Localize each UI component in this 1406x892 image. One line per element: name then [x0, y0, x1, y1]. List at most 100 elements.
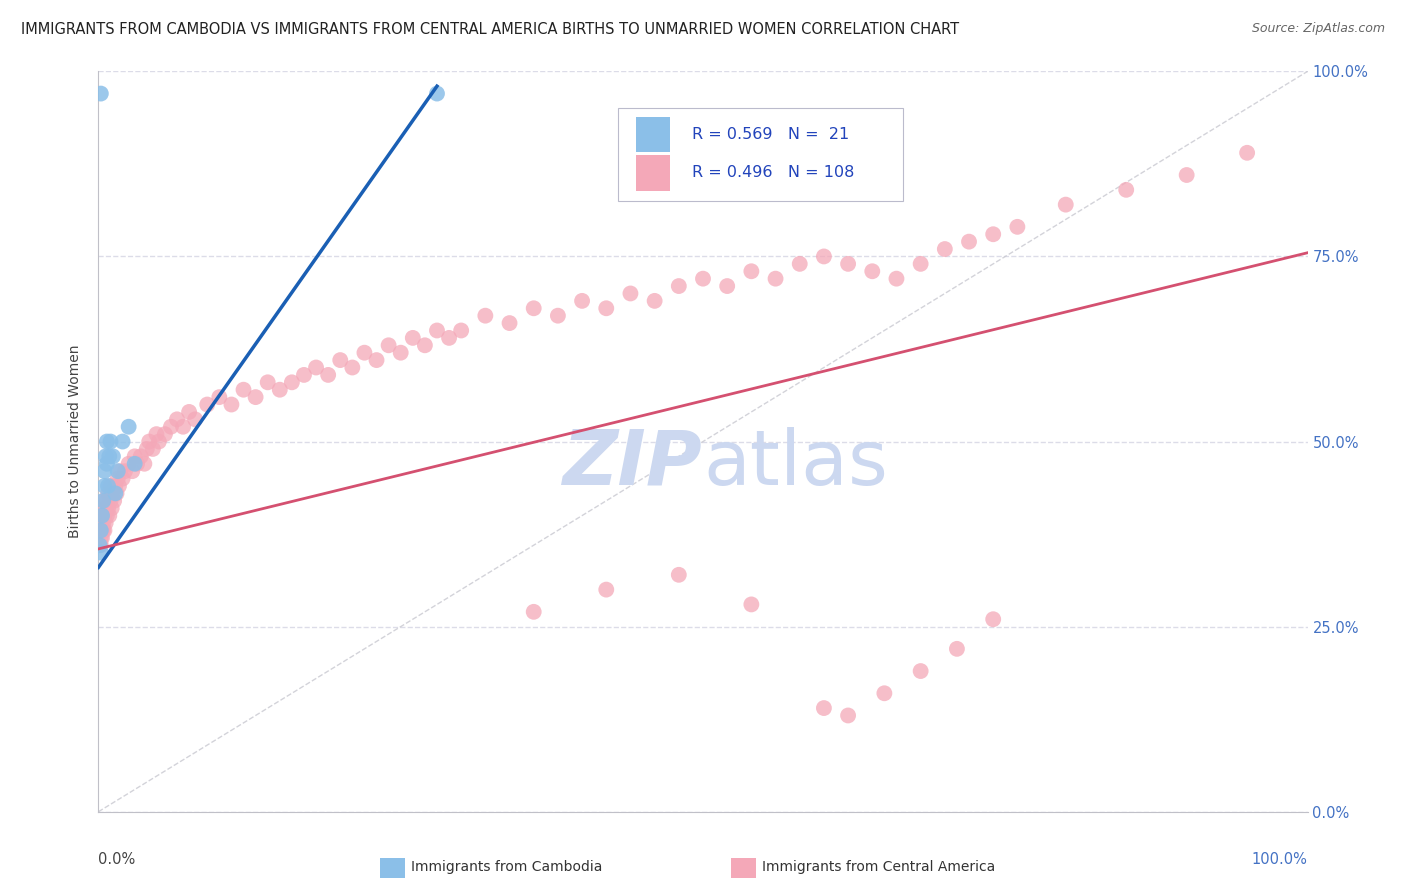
Point: [104, 479, 127, 493]
Point: [107, 464, 129, 478]
Point: [316, 368, 339, 382]
Point: [111, 471, 134, 485]
Point: [437, 331, 460, 345]
Point: [402, 331, 425, 345]
Point: [245, 390, 267, 404]
Point: [740, 264, 762, 278]
FancyBboxPatch shape: [619, 109, 903, 201]
Point: [90, 546, 112, 560]
Point: [292, 368, 315, 382]
Point: [98, 508, 121, 523]
Point: [450, 324, 472, 338]
Point: [127, 457, 149, 471]
Point: [111, 434, 134, 449]
Point: [692, 271, 714, 285]
Point: [96, 434, 118, 449]
Point: [873, 686, 896, 700]
Point: [179, 405, 201, 419]
Point: [547, 309, 569, 323]
Point: [103, 493, 125, 508]
Point: [184, 412, 207, 426]
Point: [98, 450, 121, 464]
Point: [377, 338, 399, 352]
Point: [93, 464, 115, 478]
Point: [498, 316, 520, 330]
Point: [981, 612, 1004, 626]
Point: [118, 457, 141, 471]
Point: [232, 383, 254, 397]
Point: [172, 419, 194, 434]
Point: [571, 293, 593, 308]
Point: [668, 567, 690, 582]
Point: [981, 227, 1004, 242]
Point: [221, 398, 243, 412]
Point: [716, 279, 738, 293]
Point: [765, 271, 787, 285]
Point: [813, 701, 835, 715]
Point: [910, 257, 932, 271]
Text: Immigrants from Cambodia: Immigrants from Cambodia: [411, 860, 602, 874]
Point: [101, 486, 124, 500]
Point: [389, 345, 412, 359]
Point: [105, 486, 128, 500]
Point: [148, 434, 170, 449]
Point: [91, 524, 114, 538]
Point: [97, 486, 120, 500]
Point: [910, 664, 932, 678]
Point: [124, 450, 146, 464]
Point: [91, 516, 114, 530]
Point: [93, 508, 115, 523]
Point: [413, 338, 436, 352]
Point: [90, 516, 112, 530]
Point: [94, 450, 117, 464]
Point: [135, 442, 157, 456]
Point: [644, 293, 666, 308]
Point: [837, 708, 859, 723]
Point: [96, 493, 118, 508]
Point: [107, 471, 129, 485]
Point: [90, 531, 112, 545]
Point: [96, 508, 118, 523]
Point: [366, 353, 388, 368]
Point: [93, 493, 115, 508]
Point: [813, 250, 835, 264]
Point: [1175, 168, 1198, 182]
Point: [124, 457, 146, 471]
Point: [91, 524, 114, 538]
Point: [93, 524, 115, 538]
Point: [353, 345, 375, 359]
Text: ZIP: ZIP: [564, 426, 703, 500]
Text: atlas: atlas: [703, 426, 887, 500]
Point: [91, 508, 114, 523]
Point: [104, 486, 127, 500]
Point: [668, 279, 690, 293]
Point: [101, 450, 124, 464]
Point: [342, 360, 364, 375]
Point: [426, 87, 449, 101]
Point: [474, 309, 496, 323]
Point: [121, 464, 143, 478]
FancyBboxPatch shape: [637, 155, 671, 191]
Point: [91, 531, 114, 545]
Point: [1115, 183, 1137, 197]
Point: [329, 353, 352, 368]
Text: R = 0.496   N = 108: R = 0.496 N = 108: [692, 165, 855, 180]
Point: [108, 464, 131, 478]
Point: [97, 479, 120, 493]
Point: [91, 493, 114, 508]
Point: [94, 501, 117, 516]
Point: [118, 419, 141, 434]
Text: Source: ZipAtlas.com: Source: ZipAtlas.com: [1251, 22, 1385, 36]
Text: Immigrants from Central America: Immigrants from Central America: [762, 860, 995, 874]
Point: [523, 605, 546, 619]
Point: [93, 479, 115, 493]
FancyBboxPatch shape: [637, 117, 671, 152]
Point: [97, 501, 120, 516]
Point: [1007, 219, 1029, 234]
Point: [426, 324, 449, 338]
Point: [305, 360, 328, 375]
Point: [100, 493, 122, 508]
Point: [89, 538, 111, 552]
Text: R = 0.569   N =  21: R = 0.569 N = 21: [692, 127, 849, 142]
Point: [142, 442, 165, 456]
